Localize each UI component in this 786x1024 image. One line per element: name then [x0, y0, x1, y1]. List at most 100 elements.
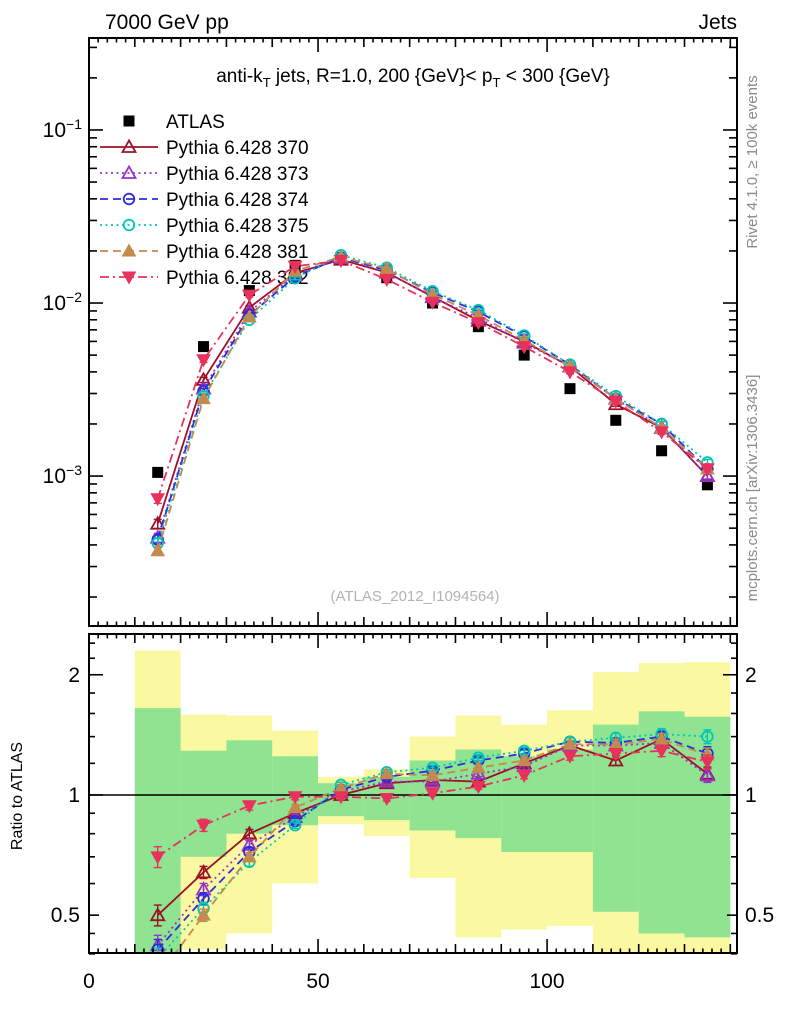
atlas-data-point	[701, 479, 713, 491]
main-panel-series	[149, 248, 716, 557]
legend-marker-sample	[120, 138, 138, 153]
legend-marker-sample	[123, 115, 135, 127]
atlas-data-point	[198, 341, 210, 353]
ratio-data-point	[424, 773, 441, 788]
ratio-data-point	[241, 800, 257, 814]
legend-label: Pythia 6.428 381	[166, 242, 309, 263]
legend: ATLAS Pythia 6.428 370 Pythia 6.428 373 Pyt…	[100, 112, 309, 289]
atlas-data-point	[564, 383, 576, 395]
atlas-data-point	[518, 349, 530, 361]
data-point	[608, 395, 624, 409]
main-ytick-1e-3: 10−3	[43, 462, 83, 488]
ratio-data-point	[562, 750, 578, 764]
ratio-data-point	[151, 971, 164, 983]
ratio-y-axis-label: Ratio to ATLAS	[9, 742, 26, 850]
data-point	[699, 467, 716, 482]
ratio-data-point	[516, 752, 532, 766]
analysis-watermark: (ATLAS_2012_I1094564)	[330, 588, 499, 605]
ratio-data-point	[654, 731, 669, 745]
data-point	[241, 289, 257, 303]
data-point	[196, 391, 211, 405]
ratio-data-point	[287, 800, 303, 814]
ratio-data-point	[699, 766, 716, 782]
ratio-ytick-right-1: 1	[745, 784, 757, 807]
legend-item-pythia-6-428-373: Pythia 6.428 373	[100, 164, 309, 185]
plot-title: anti-kT jets, R=1.0, 200 {GeV}< pT < 300…	[216, 66, 610, 90]
series-pythia-6-428-381-main	[150, 249, 715, 557]
header-beam-energy: 7000 GeV pp	[105, 11, 229, 34]
legend-item-pythia-6-428-381: Pythia 6.428 381	[100, 242, 309, 263]
mcplots-arxiv-note: mcplots.cern.ch [arXiv:1306.3436]	[744, 375, 761, 602]
legend-marker-sample	[121, 271, 137, 285]
ratio-uncertainty-bands	[89, 650, 737, 953]
data-point	[196, 354, 211, 368]
legend-label: Pythia 6.428 375	[166, 216, 309, 237]
data-point	[333, 255, 349, 269]
xtick-50: 50	[306, 970, 329, 993]
ratio-ytick-right-2: 2	[745, 664, 757, 687]
legend-item-pythia-6-428-382: Pythia 6.428 382	[100, 268, 309, 289]
ratio-data-point	[154, 952, 162, 953]
ratio-data-point	[287, 791, 303, 805]
data-point	[700, 463, 715, 477]
bands-clip-group	[89, 650, 737, 953]
main-ytick-1e-2: 10−2	[43, 289, 83, 315]
legend-item-atlas: ATLAS	[123, 112, 225, 133]
ratio-data-point	[150, 851, 166, 865]
data-point	[241, 309, 257, 323]
data-series-layer	[149, 248, 716, 983]
ratio-data-point	[288, 819, 302, 832]
data-point	[562, 366, 578, 380]
ratio-data-point	[607, 752, 624, 767]
ratio-data-point	[196, 819, 211, 833]
ratio-data-point	[516, 769, 532, 783]
data-point	[149, 515, 166, 530]
main-panel-frame	[88, 37, 738, 627]
ratio-data-point	[425, 787, 440, 801]
main-ytick-1e-1: 10−1	[43, 116, 83, 142]
legend-marker-sample	[122, 218, 136, 232]
legend-label: Pythia 6.428 373	[166, 164, 309, 185]
data-point	[379, 261, 395, 275]
data-point	[150, 493, 166, 507]
ratio-ytick-left-1: 1	[68, 784, 80, 807]
legend-label: Pythia 6.428 370	[166, 138, 309, 159]
series-pythia-6-428-382-main	[150, 255, 715, 507]
ratio-panel-frame	[88, 633, 738, 954]
legend-marker-sample	[121, 243, 137, 257]
legend-item-pythia-6-428-375: Pythia 6.428 375	[100, 216, 309, 237]
ratio-ytick-left-05: 0.5	[51, 904, 80, 927]
ratio-ytick-left-2: 2	[68, 664, 80, 687]
ratio-data-point	[562, 736, 578, 750]
data-point	[471, 317, 486, 331]
green-uncertainty-band-bin	[547, 749, 593, 852]
ratio-data-point	[701, 730, 714, 743]
ratio-panel-series	[149, 727, 716, 983]
ratio-data-point	[379, 766, 395, 780]
ratio-data-point	[471, 781, 486, 795]
data-point	[425, 296, 440, 310]
rivet-version-note: Rivet 4.1.0, ≥ 100k events	[744, 75, 761, 248]
legend-marker-sample	[120, 164, 138, 179]
data-point	[287, 260, 303, 274]
legend-item-pythia-6-428-374: Pythia 6.428 374	[100, 190, 309, 211]
ratio-data-point	[379, 792, 395, 806]
legend-item-pythia-6-428-370: Pythia 6.428 370	[100, 138, 309, 159]
data-point	[516, 341, 532, 355]
legend-label: Pythia 6.428 382	[166, 268, 309, 289]
ratio-data-point	[333, 791, 349, 805]
axes-frames-ticks	[88, 37, 738, 955]
ratio-data-point	[149, 906, 166, 922]
legend-label: Pythia 6.428 374	[166, 190, 309, 211]
green-uncertainty-band-bin	[226, 740, 273, 834]
ratio-ytick-right-05: 0.5	[745, 904, 774, 927]
data-point	[150, 543, 166, 557]
ratio-data-point	[241, 849, 257, 863]
atlas-data-point	[610, 414, 622, 426]
atlas-data-point	[656, 445, 668, 457]
ratio-data-point	[425, 767, 440, 781]
data-point	[654, 426, 669, 440]
data-point	[195, 371, 212, 386]
